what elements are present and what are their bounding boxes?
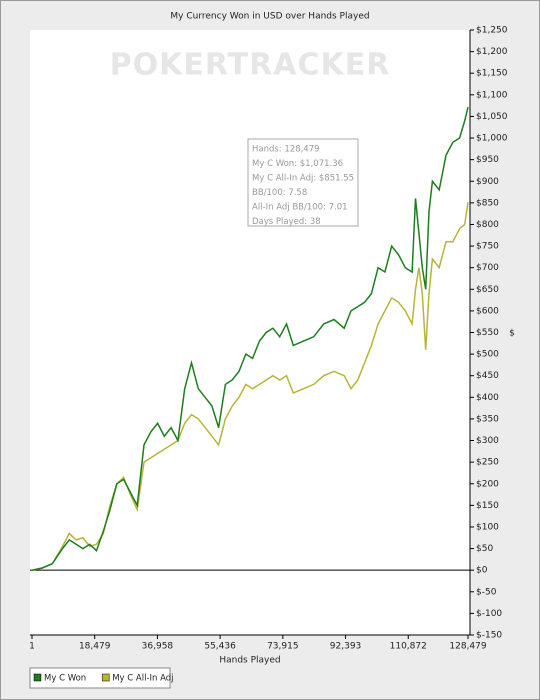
x-tick-label: 36,958	[142, 642, 174, 652]
tooltip-line: Hands: 128,479	[252, 145, 320, 155]
tooltip-line: Days Played: 38	[252, 217, 321, 227]
y-tick-label: $800	[476, 220, 499, 230]
y-tick-label: $400	[476, 393, 499, 403]
tooltip	[247, 138, 359, 227]
y-tick-label: $900	[476, 177, 499, 187]
y-tick-label: $-100	[476, 609, 502, 619]
y-tick-label: $500	[476, 350, 499, 360]
y-tick-label: $-50	[476, 587, 497, 597]
y-tick-label: $750	[476, 242, 499, 252]
y-tick-label: $300	[476, 436, 499, 446]
y-tick-label: $550	[476, 328, 499, 338]
legend-swatch	[33, 673, 42, 682]
legend-label: My C Won	[44, 674, 86, 684]
y-tick-label: $1,050	[476, 112, 508, 122]
x-tick-label: 18,479	[79, 642, 111, 652]
y-tick-label: $50	[476, 544, 493, 554]
y-tick-label: $600	[476, 306, 499, 316]
legend	[29, 667, 171, 689]
y-tick-label: $150	[476, 501, 499, 511]
y-tick-label: $650	[476, 285, 499, 295]
legend-swatch	[101, 673, 110, 682]
x-axis-label: Hands Played	[219, 656, 280, 666]
y-tick-label: $1,000	[476, 134, 508, 144]
y-tick-label: $250	[476, 458, 499, 468]
legend-label: My C All-In Adj	[112, 674, 173, 684]
y-tick-label: $950	[476, 155, 499, 165]
y-tick-label: $0	[476, 566, 488, 576]
tooltip-line: BB/100: 7.58	[252, 188, 307, 198]
chart-title: My Currency Won in USD over Hands Played	[170, 12, 369, 22]
y-tick-label: $1,150	[476, 69, 508, 79]
x-tick-label: 73,915	[267, 642, 299, 652]
y-tick-label: $1,250	[476, 26, 508, 36]
x-tick-label: 128,479	[449, 642, 486, 652]
x-tick-label: 55,436	[204, 642, 236, 652]
x-tick-label: 92,393	[330, 642, 362, 652]
x-tick-label: 1	[29, 642, 35, 652]
y-tick-label: $100	[476, 522, 499, 532]
watermark: POKERTRACKER	[110, 48, 391, 83]
y-tick-label: $700	[476, 263, 499, 273]
y-tick-label: $1,200	[476, 47, 508, 57]
y-tick-label: $450	[476, 371, 499, 381]
y-tick-label: $200	[476, 479, 499, 489]
y-axis-label: $	[509, 329, 515, 339]
tooltip-line: My C All-In Adj: $851.55	[252, 174, 354, 184]
y-tick-label: $-150	[476, 631, 502, 641]
x-tick-label: 110,872	[390, 642, 427, 652]
y-tick-label: $850	[476, 198, 499, 208]
tooltip-line: All-In Adj BB/100: 7.01	[252, 203, 348, 213]
y-tick-label: $1,100	[476, 90, 508, 100]
series-line	[31, 107, 469, 571]
tooltip-line: My C Won: $1,071.36	[252, 159, 343, 169]
y-tick-label: $350	[476, 414, 499, 424]
